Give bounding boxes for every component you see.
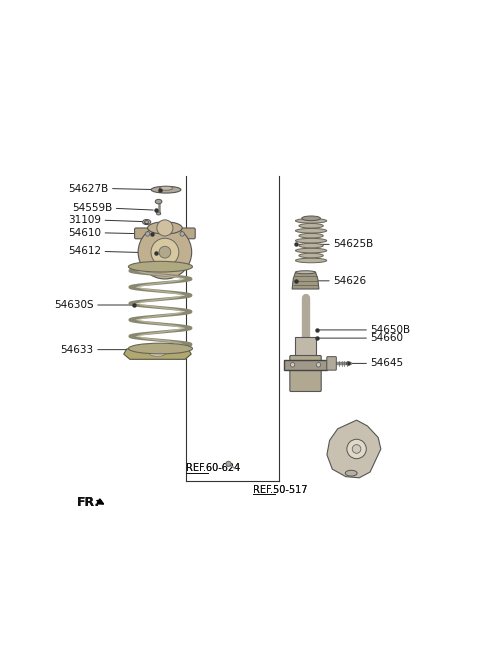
Text: 54633: 54633 xyxy=(60,345,94,355)
Circle shape xyxy=(347,440,366,459)
Circle shape xyxy=(151,238,179,266)
Circle shape xyxy=(157,220,173,236)
Text: 54612: 54612 xyxy=(68,246,101,256)
Circle shape xyxy=(180,232,184,236)
Text: 54559B: 54559B xyxy=(72,203,112,214)
Ellipse shape xyxy=(296,258,327,263)
Text: 54650B: 54650B xyxy=(371,325,411,335)
Circle shape xyxy=(145,232,150,236)
Text: REF.60-624: REF.60-624 xyxy=(186,463,241,473)
Ellipse shape xyxy=(129,343,192,354)
Polygon shape xyxy=(292,272,319,289)
Ellipse shape xyxy=(296,229,327,233)
Ellipse shape xyxy=(145,221,148,223)
Text: 54630S: 54630S xyxy=(54,300,94,310)
FancyBboxPatch shape xyxy=(284,359,327,370)
Ellipse shape xyxy=(296,238,327,243)
Circle shape xyxy=(159,246,171,258)
Ellipse shape xyxy=(129,261,192,272)
Ellipse shape xyxy=(148,222,182,234)
Text: FR.: FR. xyxy=(77,497,100,509)
Ellipse shape xyxy=(345,470,357,476)
Text: 54660: 54660 xyxy=(371,333,404,343)
Ellipse shape xyxy=(299,243,324,248)
Circle shape xyxy=(316,363,321,367)
Ellipse shape xyxy=(159,187,173,191)
Text: REF.50-517: REF.50-517 xyxy=(253,484,308,495)
Ellipse shape xyxy=(299,253,324,258)
Text: 31109: 31109 xyxy=(68,215,101,225)
FancyBboxPatch shape xyxy=(327,357,336,370)
Text: REF.60-624: REF.60-624 xyxy=(186,463,241,473)
Text: FR.: FR. xyxy=(77,497,100,509)
Polygon shape xyxy=(327,420,381,478)
Ellipse shape xyxy=(296,248,327,253)
Text: 54627B: 54627B xyxy=(68,183,108,194)
Circle shape xyxy=(352,445,361,453)
Text: 54645: 54645 xyxy=(371,359,404,369)
Circle shape xyxy=(290,363,295,367)
Text: 54625B: 54625B xyxy=(334,239,373,250)
Ellipse shape xyxy=(150,352,165,356)
Text: REF.50-517: REF.50-517 xyxy=(253,484,308,495)
Ellipse shape xyxy=(155,199,162,204)
FancyBboxPatch shape xyxy=(134,228,195,238)
Ellipse shape xyxy=(302,216,321,221)
FancyBboxPatch shape xyxy=(290,355,321,392)
Circle shape xyxy=(138,225,192,279)
Ellipse shape xyxy=(299,233,324,238)
Circle shape xyxy=(226,461,231,466)
Text: 54610: 54610 xyxy=(68,228,101,238)
Polygon shape xyxy=(124,349,191,359)
Ellipse shape xyxy=(296,271,315,274)
Ellipse shape xyxy=(151,187,181,193)
Ellipse shape xyxy=(296,219,327,223)
Ellipse shape xyxy=(299,223,324,228)
Ellipse shape xyxy=(156,212,161,215)
Ellipse shape xyxy=(143,219,151,225)
Text: 54626: 54626 xyxy=(334,276,367,286)
FancyBboxPatch shape xyxy=(295,337,316,362)
